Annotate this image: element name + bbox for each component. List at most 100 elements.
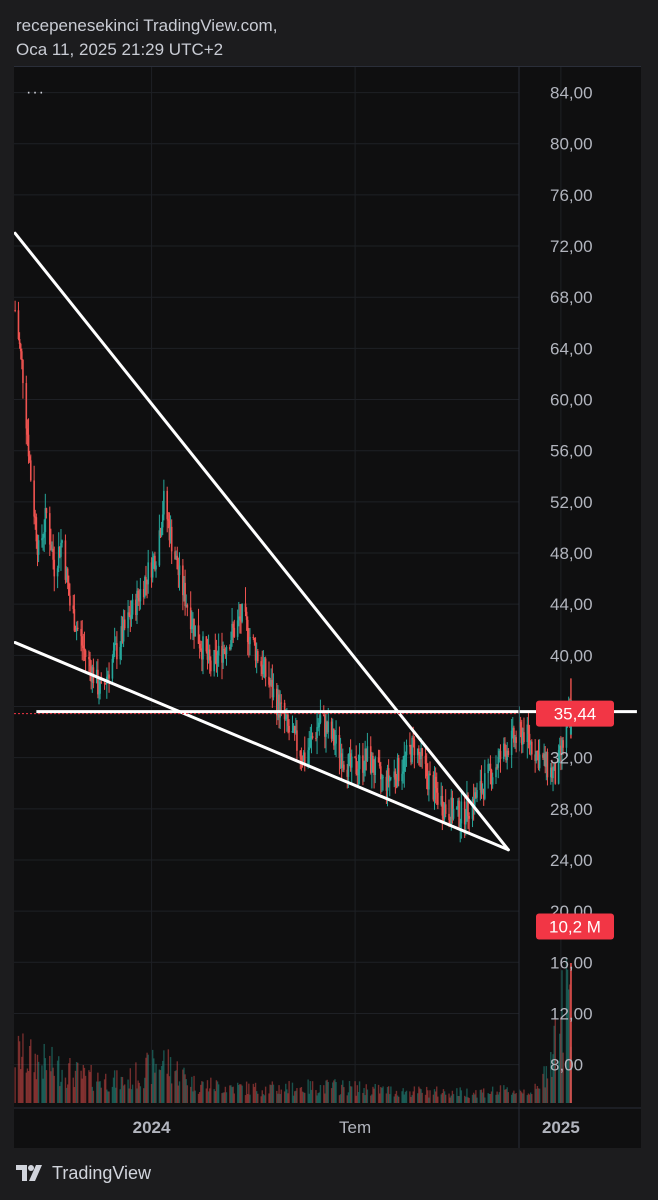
volume-bar bbox=[365, 1084, 367, 1103]
candle-body bbox=[497, 756, 500, 768]
volume-bar bbox=[178, 1081, 181, 1103]
volume-bar bbox=[390, 1086, 392, 1103]
last-price-label: 35,44 bbox=[554, 705, 597, 724]
volume-bar bbox=[25, 1072, 28, 1103]
candle-body bbox=[80, 628, 82, 637]
candle-body bbox=[222, 648, 224, 663]
volume-bar bbox=[184, 1074, 186, 1103]
candle-body bbox=[159, 530, 162, 536]
volume-bar bbox=[60, 1081, 62, 1103]
candle-body bbox=[14, 310, 16, 312]
candle-body bbox=[476, 790, 478, 798]
candle-body bbox=[160, 527, 163, 536]
candle-body bbox=[34, 516, 37, 518]
volume-bar bbox=[319, 1084, 322, 1103]
volume-bar bbox=[440, 1094, 442, 1103]
candle-body bbox=[507, 750, 510, 756]
volume-bar bbox=[201, 1081, 203, 1103]
candle-body bbox=[17, 310, 20, 340]
volume-bar bbox=[559, 1033, 561, 1103]
volume-bar bbox=[550, 1052, 552, 1103]
candle-body bbox=[425, 763, 428, 777]
volume-bar bbox=[254, 1082, 257, 1103]
volume-bar bbox=[409, 1091, 411, 1103]
candle-body bbox=[205, 636, 208, 652]
volume-bar bbox=[222, 1092, 224, 1103]
volume-bar bbox=[99, 1081, 101, 1103]
volume-bar bbox=[333, 1080, 335, 1103]
candle-body bbox=[216, 655, 219, 664]
volume-bar bbox=[138, 1082, 140, 1103]
candle-body bbox=[64, 540, 67, 580]
volume-bar bbox=[73, 1087, 76, 1103]
candle-body bbox=[280, 702, 283, 704]
volume-bar bbox=[339, 1094, 342, 1103]
price-tick-label: 44,00 bbox=[550, 595, 593, 614]
candle-body bbox=[364, 748, 366, 771]
candle-body bbox=[119, 647, 122, 660]
volume-bar bbox=[427, 1090, 429, 1103]
brand-label: TradingView bbox=[52, 1162, 152, 1183]
volume-bar bbox=[458, 1096, 460, 1103]
candle-body bbox=[260, 661, 262, 667]
volume-bar bbox=[450, 1095, 452, 1103]
candle-body bbox=[241, 603, 243, 622]
trendline-drawing[interactable] bbox=[14, 231, 510, 852]
ellipsis-icon[interactable]: ··· bbox=[26, 84, 45, 101]
volume-bar bbox=[214, 1091, 217, 1103]
volume-bar bbox=[193, 1075, 195, 1103]
volume-bar bbox=[252, 1083, 255, 1103]
candle-body bbox=[197, 625, 200, 644]
trendline-drawing[interactable] bbox=[14, 641, 510, 852]
candle-body bbox=[335, 735, 337, 744]
candle-body bbox=[231, 623, 233, 641]
candlestick-chart[interactable]: 84,00 80,00 76,00 72,00 68,00 64,00 60,00 56,00… bbox=[14, 67, 641, 1148]
volume-bar bbox=[503, 1085, 505, 1103]
candle-body bbox=[269, 684, 271, 686]
candle-body bbox=[210, 660, 212, 672]
volume-bar bbox=[14, 1067, 16, 1103]
candle-body bbox=[113, 643, 116, 651]
volume-bar bbox=[153, 1058, 155, 1103]
volume-bar bbox=[396, 1095, 399, 1103]
volume-bar bbox=[245, 1081, 248, 1103]
volume-bar bbox=[362, 1092, 364, 1103]
volume-bar bbox=[542, 1073, 544, 1103]
candle-body bbox=[176, 555, 179, 570]
candle-body bbox=[350, 756, 353, 768]
candle-body bbox=[319, 715, 322, 723]
chart-header: recepenesekinci TradingView.com, Oca 11,… bbox=[16, 14, 277, 62]
volume-bar bbox=[308, 1093, 310, 1103]
candle-body bbox=[152, 555, 155, 558]
volume-bar bbox=[528, 1094, 531, 1103]
volume-bar bbox=[146, 1052, 148, 1103]
volume-bar bbox=[108, 1091, 110, 1103]
candle-body bbox=[245, 611, 248, 620]
volume-bar bbox=[403, 1094, 406, 1103]
volume-bar bbox=[294, 1091, 296, 1103]
candle-body bbox=[97, 669, 99, 695]
candle-body bbox=[513, 727, 515, 743]
volume-bar bbox=[185, 1079, 187, 1103]
volume-bar bbox=[68, 1063, 70, 1103]
chart-pane[interactable]: 84,00 80,00 76,00 72,00 68,00 64,00 60,00 56,00… bbox=[14, 66, 641, 1148]
candle-body bbox=[271, 679, 274, 698]
volume-bar bbox=[64, 1077, 67, 1103]
candle-body bbox=[420, 748, 422, 760]
candle-body bbox=[343, 764, 345, 770]
volume-bar bbox=[460, 1090, 463, 1103]
volume-bar bbox=[304, 1092, 306, 1103]
volume-bar bbox=[80, 1070, 82, 1103]
candle-body bbox=[354, 756, 356, 758]
candle-body bbox=[278, 694, 280, 718]
volume-bar bbox=[200, 1084, 202, 1103]
volume-bar bbox=[236, 1082, 239, 1103]
volume-bar bbox=[519, 1090, 522, 1103]
candle-body bbox=[225, 647, 228, 655]
candle-body bbox=[562, 740, 564, 748]
volume-bar bbox=[166, 1073, 168, 1103]
volume-bar bbox=[569, 984, 571, 1103]
volume-bar bbox=[115, 1087, 117, 1103]
volume-bar bbox=[139, 1086, 142, 1103]
candle-body bbox=[358, 755, 361, 770]
